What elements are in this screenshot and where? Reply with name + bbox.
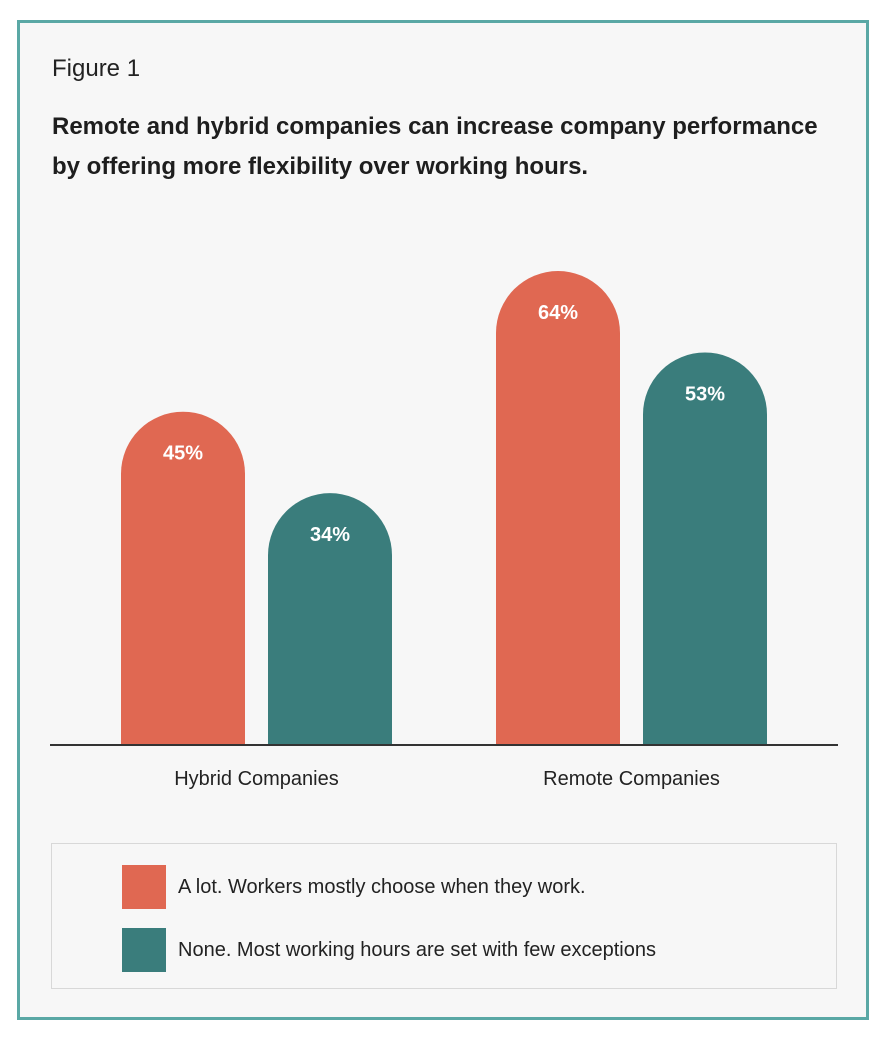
figure-label: Figure 1 bbox=[52, 55, 141, 82]
data-label: 53% bbox=[685, 383, 725, 405]
bar-remote-companies-series-2 bbox=[643, 352, 767, 745]
legend-swatch-series-1 bbox=[122, 865, 166, 909]
bar-hybrid-companies-series-2 bbox=[268, 493, 392, 745]
bar-hybrid-companies-series-1 bbox=[121, 411, 245, 745]
chart-title: Remote and hybrid companies can increase… bbox=[52, 113, 818, 180]
chart-legend: A lot. Workers mostly choose when they w… bbox=[51, 843, 837, 989]
legend-label-series-1: A lot. Workers mostly choose when they w… bbox=[178, 875, 586, 898]
legend-swatch-series-2 bbox=[122, 928, 166, 972]
data-label: 64% bbox=[538, 302, 578, 324]
legend-item-series-2: None. Most working hours are set with fe… bbox=[122, 928, 656, 972]
legend-item-series-1: A lot. Workers mostly choose when they w… bbox=[122, 865, 586, 909]
bar-chart: 45% 34% Hybrid Companies 64% 53% Remote Compa… bbox=[50, 271, 838, 790]
data-label: 34% bbox=[310, 524, 350, 546]
figure-frame: Figure 1 Remote and hybrid companies can… bbox=[17, 20, 869, 1020]
data-label: 45% bbox=[163, 443, 203, 465]
x-tick-label: Remote Companies bbox=[543, 768, 720, 790]
bar-remote-companies-series-1 bbox=[496, 271, 620, 745]
x-tick-label: Hybrid Companies bbox=[174, 768, 339, 790]
legend-label-series-2: None. Most working hours are set with fe… bbox=[178, 938, 656, 961]
